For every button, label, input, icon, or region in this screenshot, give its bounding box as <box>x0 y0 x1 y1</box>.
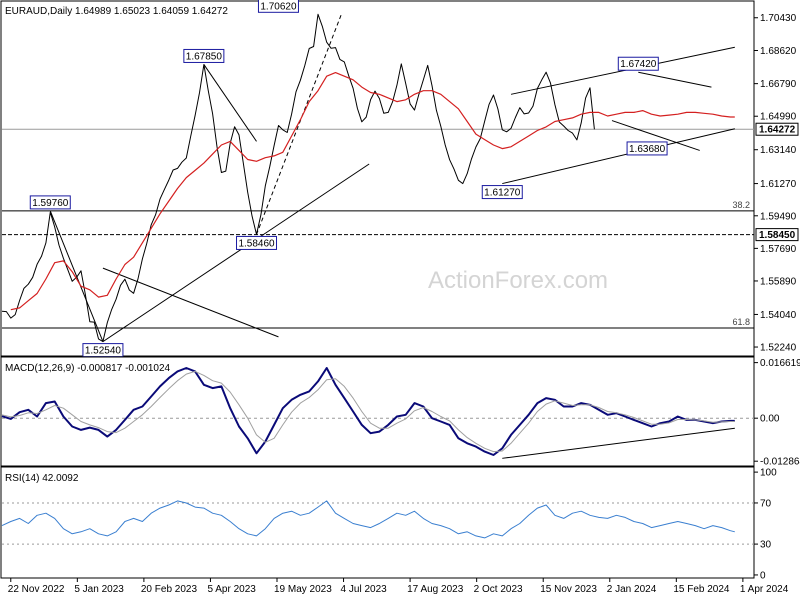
ohlc-header: EURAUD,Daily 1.64989 1.65023 1.64059 1.6… <box>5 6 228 17</box>
price-extreme-label-box <box>183 48 225 63</box>
price-extreme-label-box <box>236 235 278 250</box>
price-trendlines <box>49 14 735 343</box>
price-axis-tick-label: 1.59490 <box>760 211 797 222</box>
x-axis-tick-label: 15 Feb 2024 <box>673 584 730 595</box>
series-moving-average <box>10 71 735 311</box>
macd-label: MACD(12,26,9) -0.000817 -0.001024 <box>5 363 171 374</box>
macd-trendlines <box>502 427 735 459</box>
price-trendline <box>510 46 735 95</box>
price-axis-tick-label: 1.61270 <box>760 179 797 190</box>
rsi-axis-tick-label: 0 <box>760 570 766 581</box>
price-axis-tick-label: 1.63140 <box>760 145 797 156</box>
price-trendline <box>102 267 279 338</box>
x-axis-tick-label: 4 Jul 2023 <box>341 584 388 595</box>
macd-axis-tick-label: 0.016619 <box>760 358 800 369</box>
macd-trendline <box>502 427 735 459</box>
x-axis-tick-label: 5 Jan 2023 <box>74 584 124 595</box>
x-axis-tick-label: 22 Nov 2022 <box>8 584 65 595</box>
price-extreme-label: 1.70620 <box>260 1 297 12</box>
fib-label: 38.2 <box>732 200 750 210</box>
macd-panel-frame <box>0 356 755 467</box>
price-trendline <box>502 128 735 185</box>
price-panel: ActionForex.com EURAUD,Daily 1.64989 1.6… <box>0 0 799 358</box>
price-trendline <box>256 14 342 235</box>
price-extreme-label-box <box>257 0 299 13</box>
macd-series-group <box>1 367 735 456</box>
price-extreme-label-box <box>626 141 668 156</box>
price-extreme-label: 1.63680 <box>629 144 666 155</box>
fib-label: 61.8 <box>732 317 750 327</box>
price-axis-tick-label: 1.64990 <box>760 112 797 123</box>
rsi-axis-tick-label: 70 <box>760 498 772 509</box>
x-axis: 22 Nov 2022 5 Jan 2023 20 Feb 2023 5 Apr 20… <box>8 578 789 595</box>
price-extreme-label: 1.58460 <box>238 238 275 249</box>
price-trendline <box>49 210 104 342</box>
rsi-y-axis: 100 70 30 0 <box>754 468 777 581</box>
rsi-axis-tick-label: 30 <box>760 540 772 551</box>
price-trendline <box>102 163 370 343</box>
price-axis-tick-label: 1.55890 <box>760 276 797 287</box>
price-extreme-label: 1.52540 <box>85 346 122 357</box>
price-extreme-label: 1.59760 <box>32 198 69 209</box>
price-axis-tick-label: 1.70430 <box>760 13 797 24</box>
series-price <box>1 13 595 343</box>
level-price-box <box>755 228 799 242</box>
macd-axis-tick-label: -0.012864 <box>760 457 800 468</box>
x-axis-tick-label: 20 Feb 2023 <box>141 584 198 595</box>
price-panel-frame <box>0 0 755 357</box>
price-axis-tick-label: 1.68620 <box>760 46 797 57</box>
x-axis-tick-label: 17 Aug 2023 <box>407 584 464 595</box>
rsi-axis-tick-label: 100 <box>760 468 777 479</box>
price-extreme-label: 1.67420 <box>620 59 657 70</box>
macd-series-signal <box>1 370 735 453</box>
level-price-label: 1.58450 <box>759 230 796 241</box>
price-trendline <box>203 64 257 142</box>
price-extreme-label-box <box>481 185 523 200</box>
price-axis-tick-label: 1.54040 <box>760 310 797 321</box>
price-trendline <box>611 120 700 151</box>
x-axis-tick-label: 5 Apr 2023 <box>207 584 256 595</box>
last-price-label: 1.64272 <box>759 125 796 136</box>
x-axis-tick-label: 19 May 2023 <box>274 584 332 595</box>
price-series-group <box>1 13 735 343</box>
price-y-axis: 1.52240 1.54040 1.55890 1.57690 1.59490 1.612… <box>754 13 799 354</box>
x-axis-tick-label: 15 Nov 2023 <box>540 584 597 595</box>
x-axis-tick-label: 2 Jan 2024 <box>607 584 657 595</box>
price-axis-tick-label: 1.52240 <box>760 343 797 354</box>
price-axis-tick-label: 1.66790 <box>760 79 797 90</box>
price-extreme-label: 1.67850 <box>186 51 223 62</box>
price-extreme-label-box <box>617 56 659 71</box>
macd-y-axis: 0.016619 0.00 -0.012864 <box>754 358 800 468</box>
rsi-label: RSI(14) 42.0092 <box>5 473 79 484</box>
rsi-series-group <box>1 500 735 539</box>
price-extreme-label: 1.61270 <box>484 188 521 199</box>
x-axis-tick-label: 2 Oct 2023 <box>474 584 523 595</box>
last-price-box <box>755 122 799 136</box>
rsi-series-line <box>1 500 735 539</box>
price-trendline <box>638 71 712 88</box>
rsi-gridlines <box>2 502 754 545</box>
price-boxed-labels: 1.70620 1.67850 1.67420 1.63680 1.61270 1.597… <box>29 0 668 358</box>
x-axis-tick-label: 1 Apr 2024 <box>740 584 789 595</box>
watermark: ActionForex.com <box>428 267 608 294</box>
rsi-panel: RSI(14) 42.0092 100 70 30 0 <box>0 466 777 581</box>
price-extreme-label-box <box>29 195 71 210</box>
macd-axis-tick-label: 0.00 <box>760 414 780 425</box>
macd-panel: MACD(12,26,9) -0.000817 -0.001024 0.0166… <box>0 356 800 468</box>
rsi-panel-frame <box>0 466 755 579</box>
price-axis-tick-label: 1.57690 <box>760 244 797 255</box>
price-gridlines: 38.2 61.8 <box>2 128 754 329</box>
